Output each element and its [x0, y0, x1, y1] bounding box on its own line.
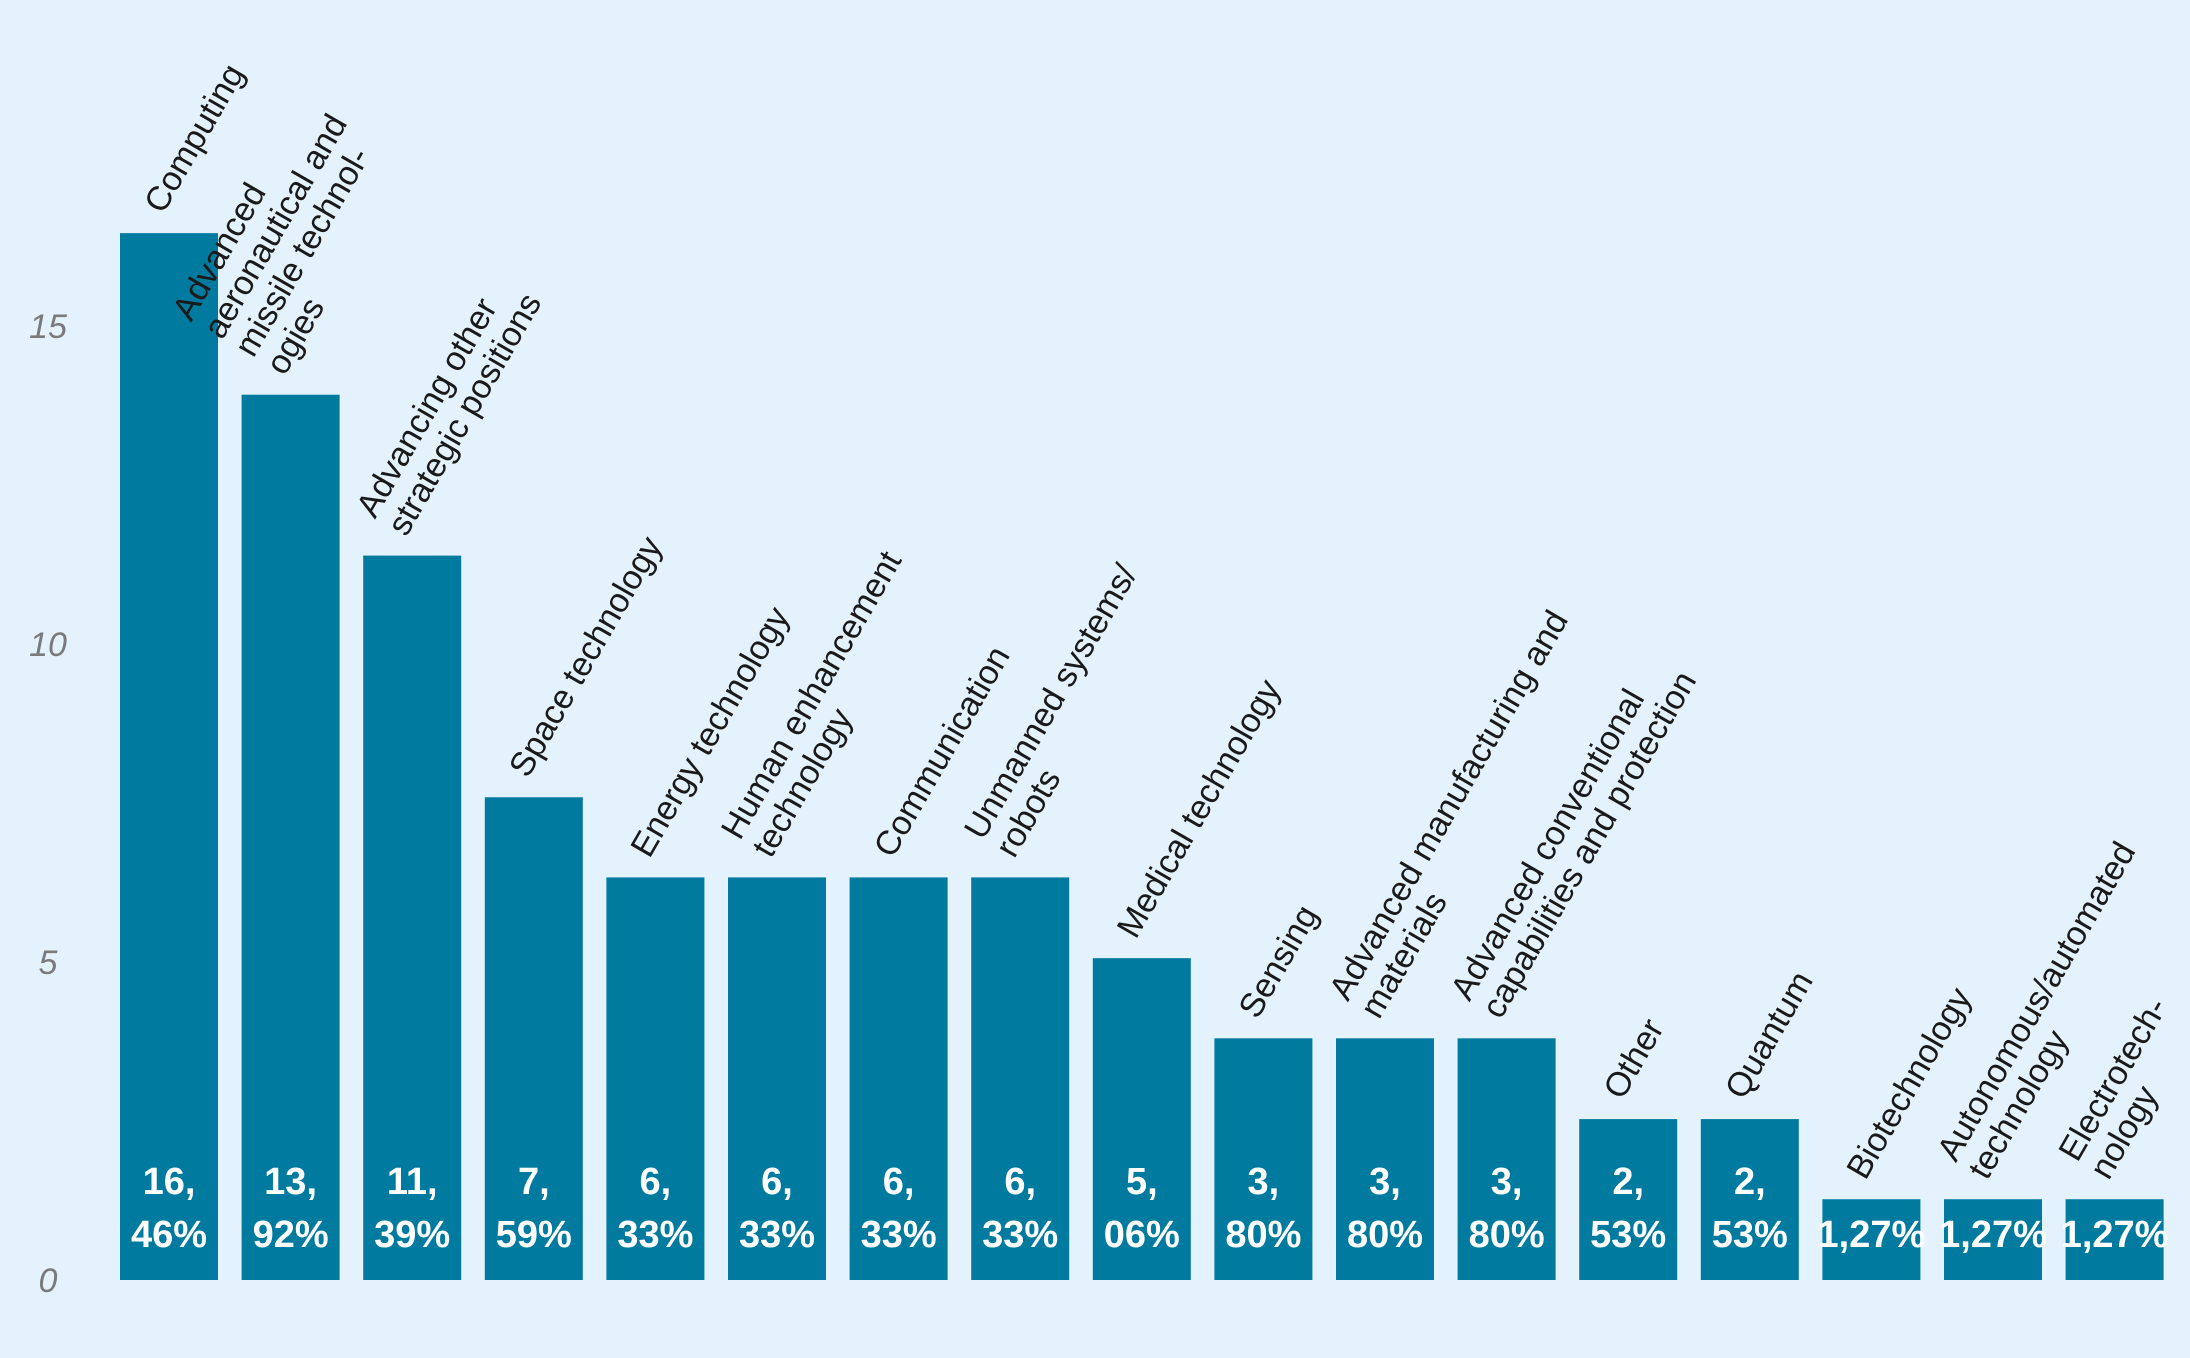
category-label: Advanced conventionalcapabilities and pr… [1443, 647, 1704, 1024]
bar [120, 233, 218, 1280]
y-tick-label: 0 [39, 1262, 58, 1300]
bar [2065, 1199, 2164, 1280]
bar-value-label: 3, 80% [1469, 1161, 1545, 1256]
bar [728, 877, 826, 1280]
y-tick-label: 5 [39, 944, 58, 982]
category-label: Advancing otherstrategic positions [349, 269, 549, 542]
category-label: Unmanned systems/robots [957, 558, 1176, 864]
category-label: Space technology [502, 530, 670, 783]
bar-value-label: 1,27% [2061, 1214, 2169, 1256]
bar-value-label: 3, 80% [1347, 1161, 1423, 1256]
bar [1336, 1038, 1434, 1280]
y-tick-label: 15 [29, 308, 67, 346]
category-label: Sensing [1231, 899, 1325, 1024]
bar-value-label: 1,27% [1818, 1214, 1926, 1256]
bar [849, 877, 948, 1280]
category-label: Other [1596, 1012, 1671, 1105]
bar [1944, 1199, 2042, 1280]
y-axis-ticks: 0 5 10 15 [29, 308, 67, 1300]
y-tick-label: 10 [29, 626, 67, 664]
bars-group [120, 233, 2164, 1280]
bar-value-label: 2, 53% [1590, 1161, 1666, 1256]
bar-value-label: 3, 80% [1225, 1161, 1301, 1256]
category-label: Medical technology [1110, 673, 1288, 944]
bar [1700, 1119, 1799, 1280]
bar [1214, 1038, 1313, 1280]
bar-value-label: 1,27% [1939, 1214, 2047, 1256]
bar [1092, 958, 1191, 1280]
bar [1579, 1119, 1678, 1280]
bar-value-label: 11, 39% [374, 1161, 450, 1256]
bar-value-label: 6, 33% [617, 1161, 693, 1256]
bar [1822, 1199, 1921, 1280]
bar-value-label: 6, 33% [861, 1161, 937, 1256]
bar [363, 555, 462, 1280]
bar-value-label: 5, 06% [1104, 1161, 1180, 1256]
bar-value-label: 7, 59% [496, 1161, 572, 1256]
bar-value-label: 16, 46% [131, 1161, 207, 1256]
bar-value-label: 6, 33% [982, 1161, 1058, 1256]
category-label: Electrotech-nology [2051, 991, 2190, 1185]
bar [1457, 1038, 1556, 1280]
bar-value-label: 13, 92% [253, 1161, 329, 1256]
bar-value-label: 6, 33% [739, 1161, 815, 1256]
bar [484, 797, 583, 1280]
category-label: Quantum [1718, 965, 1821, 1105]
bar-value-label: 2, 53% [1712, 1161, 1788, 1256]
value-labels-group: 16, 46% 13, 92% 11, 39% 7, 59% 6, 33% 6, 33% 6, 33% 6,… [131, 1161, 2169, 1256]
bar [971, 877, 1070, 1280]
bar [606, 877, 705, 1280]
bar [241, 394, 340, 1280]
